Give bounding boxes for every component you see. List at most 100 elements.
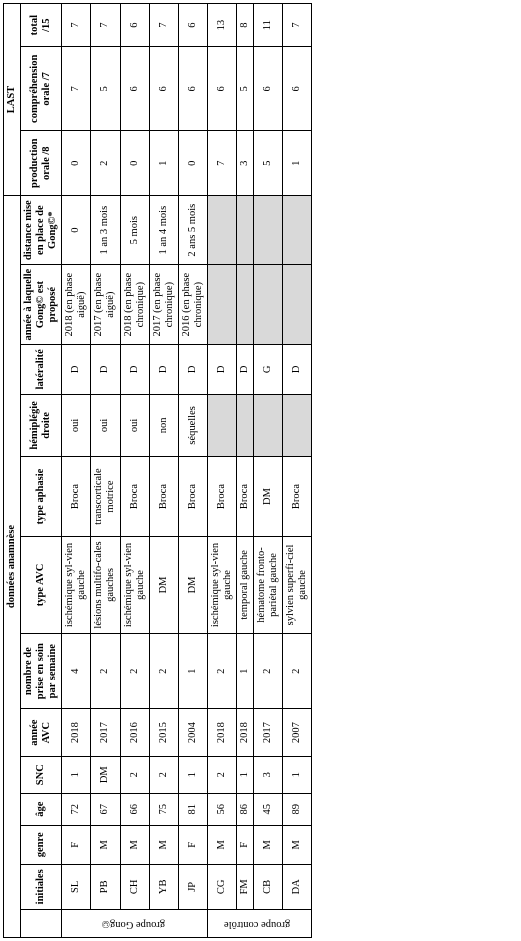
cell: sylvien superfi-ciel gauche [283, 536, 312, 633]
cell: 1 an 3 mois [91, 196, 120, 265]
cell-shaded [254, 196, 283, 265]
cell: 0 [62, 131, 91, 196]
cell: 2018 [207, 709, 236, 756]
cell: DM [149, 536, 178, 633]
col-type-aphasie: type aphasie [21, 457, 62, 537]
cell: 5 [237, 47, 254, 131]
cell: 1 [62, 756, 91, 793]
cell: non [149, 394, 178, 457]
cell: séquelles [178, 394, 207, 457]
cell: 1 [178, 756, 207, 793]
cell-shaded [237, 394, 254, 457]
cell: PB [91, 864, 120, 909]
cell: 2 [120, 756, 149, 793]
cell: 0 [120, 131, 149, 196]
cell: 2 [283, 633, 312, 708]
cell: D [283, 345, 312, 395]
cell: 13 [207, 4, 236, 47]
col-genre: genre [21, 825, 62, 864]
cell: CH [120, 864, 149, 909]
cell: 7 [62, 47, 91, 131]
cell: 56 [207, 793, 236, 825]
table-row: PB M 67 DM 2017 2 lésions multifo-cales … [91, 4, 120, 938]
table-row: groupe contrôle CG M 56 2 2018 2 ischémi… [207, 4, 236, 938]
cell: 2 [207, 633, 236, 708]
cell: DM [254, 457, 283, 537]
cell: 1 [178, 633, 207, 708]
cell: lésions multifo-cales gauches [91, 536, 120, 633]
col-prod-orale: production orale /8 [21, 131, 62, 196]
cell: M [149, 825, 178, 864]
cell: 2016 (en phase chronique) [178, 265, 207, 345]
cell: 0 [178, 131, 207, 196]
anamnese-table: données anamnèse LAST initiales genre âg… [3, 3, 312, 938]
cell: FM [237, 864, 254, 909]
cell: 6 [149, 47, 178, 131]
group-label-controle: groupe contrôle [207, 909, 311, 937]
cell: 67 [91, 793, 120, 825]
cell: 2016 [120, 709, 149, 756]
col-lateralite: latéralité [21, 345, 62, 395]
cell: oui [62, 394, 91, 457]
cell: 8 [237, 4, 254, 47]
cell: 2004 [178, 709, 207, 756]
cell-shaded [237, 196, 254, 265]
cell: 2015 [149, 709, 178, 756]
cell: 2017 (en phase chronique) [149, 265, 178, 345]
cell: CG [207, 864, 236, 909]
cell: 3 [254, 756, 283, 793]
cell-shaded [283, 265, 312, 345]
cell: JP [178, 864, 207, 909]
cell: 66 [120, 793, 149, 825]
cell: 11 [254, 4, 283, 47]
cell: Broca [149, 457, 178, 537]
cell: 72 [62, 793, 91, 825]
cell: DM [91, 756, 120, 793]
section-header-row: données anamnèse LAST [4, 4, 21, 938]
cell: D [178, 345, 207, 395]
col-initiales: initiales [21, 864, 62, 909]
cell: 2018 [237, 709, 254, 756]
cell: 89 [283, 793, 312, 825]
cell: hématome fronto-pariétal gauche [254, 536, 283, 633]
col-comp-orale: compréhension orale /7 [21, 47, 62, 131]
cell: 2 [149, 756, 178, 793]
cell: 2 [207, 756, 236, 793]
col-type-avc: type AVC [21, 536, 62, 633]
cell: Broca [283, 457, 312, 537]
cell: 6 [254, 47, 283, 131]
cell: 86 [237, 793, 254, 825]
last-header: LAST [4, 4, 21, 196]
cell: Broca [120, 457, 149, 537]
cell: D [62, 345, 91, 395]
cell: 6 [178, 4, 207, 47]
cell-shaded [283, 196, 312, 265]
cell: 1 [283, 131, 312, 196]
cell: F [237, 825, 254, 864]
col-total: total /15 [21, 4, 62, 47]
cell: 4 [62, 633, 91, 708]
cell: 7 [149, 4, 178, 47]
anamnese-header: données anamnèse [4, 196, 21, 938]
cell: ischémique syl-vien gauche [207, 536, 236, 633]
cell: 6 [283, 47, 312, 131]
cell-shaded [254, 265, 283, 345]
cell: 5 [254, 131, 283, 196]
cell-shaded [254, 394, 283, 457]
cell: M [91, 825, 120, 864]
col-snc: SNC [21, 756, 62, 793]
cell: YB [149, 864, 178, 909]
cell: 2017 [91, 709, 120, 756]
group-header-blank [21, 909, 62, 937]
cell: Broca [62, 457, 91, 537]
cell: Broca [237, 457, 254, 537]
cell: 0 [62, 196, 91, 265]
cell: G [254, 345, 283, 395]
cell: 2 [91, 131, 120, 196]
cell: SL [62, 864, 91, 909]
cell: 1 [237, 633, 254, 708]
cell: 6 [178, 47, 207, 131]
cell: 6 [207, 47, 236, 131]
cell: 5 [91, 47, 120, 131]
cell: D [120, 345, 149, 395]
